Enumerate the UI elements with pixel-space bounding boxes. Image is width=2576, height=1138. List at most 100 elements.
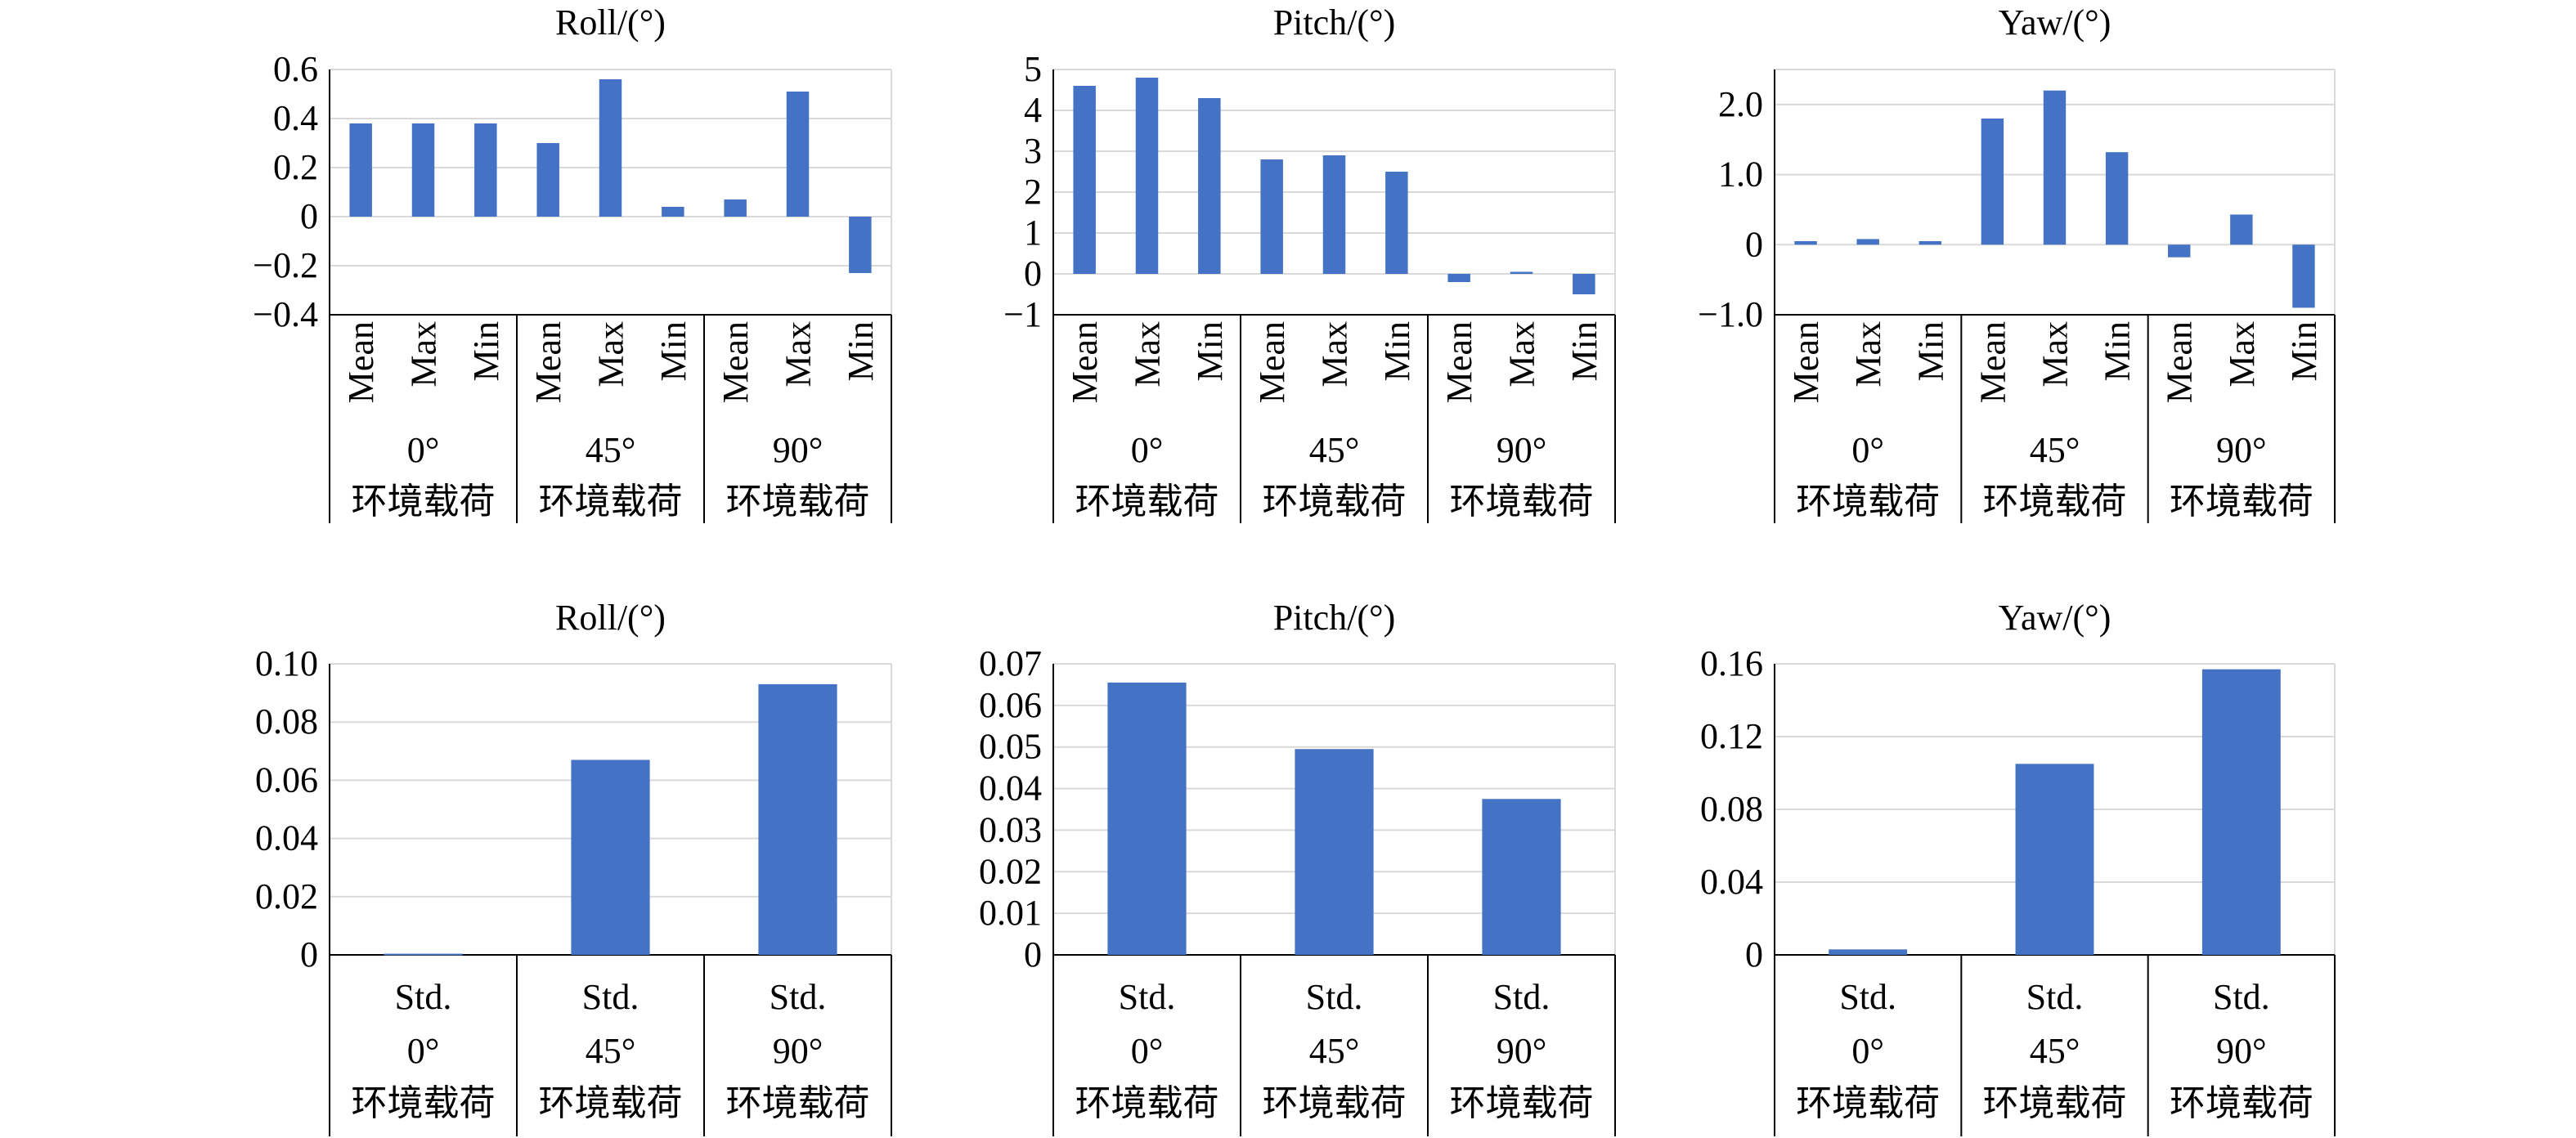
- bar: [1385, 172, 1408, 274]
- category-label: Min: [2098, 321, 2138, 381]
- category-label: Std.: [1306, 977, 1363, 1017]
- bar: [2168, 244, 2191, 258]
- group-label: 90°: [773, 430, 824, 470]
- group-sublabel: 环境载荷: [352, 482, 496, 522]
- category-label: Mean: [1252, 321, 1292, 403]
- group-sublabel: 环境载荷: [539, 1083, 683, 1123]
- category-label: Std.: [2026, 977, 2084, 1017]
- bar: [1260, 159, 1283, 274]
- chart-title: Yaw/(°): [1999, 2, 2112, 43]
- group-sublabel: 环境载荷: [1983, 482, 2127, 522]
- chart-panel-6: Yaw/(°) 0 0.04 0.08 0.12 0.16 Std. 0° 环境载荷 Std. 45…: [1700, 598, 2336, 1136]
- chart-title: Roll/(°): [555, 2, 666, 43]
- group-sublabel: 环境载荷: [1075, 482, 1219, 522]
- category-label: Max: [1315, 321, 1355, 388]
- group-label: 90°: [2216, 1031, 2267, 1071]
- group-label: 0°: [407, 1031, 440, 1071]
- group-sublabel: 环境载荷: [352, 1083, 496, 1123]
- group-label: 90°: [773, 1031, 824, 1071]
- category-label: Std.: [395, 977, 452, 1017]
- group-label: 90°: [2216, 430, 2267, 470]
- y-tick-label: 0.10: [255, 643, 318, 683]
- bar: [571, 759, 650, 955]
- group-label: 0°: [1851, 1031, 1884, 1071]
- y-tick-label: 0.03: [979, 809, 1042, 849]
- group-label: 45°: [586, 430, 636, 470]
- y-tick-label: 0.08: [1700, 789, 1763, 829]
- bar: [758, 683, 837, 955]
- group-sublabel: 环境载荷: [2170, 482, 2313, 522]
- category-label: Max: [2035, 321, 2076, 388]
- y-tick-label: 0.04: [979, 768, 1042, 809]
- bar: [2201, 669, 2281, 955]
- y-tick-label: −1.0: [1698, 294, 1763, 334]
- y-tick-label: 1.0: [1718, 155, 1763, 195]
- bar: [1829, 949, 1908, 955]
- group-label: 45°: [2030, 430, 2080, 470]
- group-sublabel: 环境载荷: [1796, 482, 1940, 522]
- y-tick-label: 0.06: [979, 685, 1042, 725]
- bar: [1981, 119, 2004, 245]
- y-tick-label: 0.6: [273, 49, 318, 89]
- category-label: Mean: [2160, 321, 2200, 403]
- bar: [1919, 241, 1941, 245]
- y-tick-label: 1: [1024, 213, 1042, 253]
- chart-panel-3: Yaw/(°) −1.0 0 1.0 2.0 Mean Max Min Mean Max Min Me…: [1698, 2, 2336, 523]
- group-label: 0°: [1131, 1031, 1164, 1071]
- bar: [1482, 799, 1561, 955]
- group-sublabel: 环境载荷: [1983, 1083, 2127, 1123]
- y-tick-label: 5: [1024, 49, 1042, 89]
- category-label: Std.: [1839, 977, 1896, 1017]
- group-sublabel: 环境载荷: [726, 1083, 870, 1123]
- y-tick-label: 0.04: [255, 818, 318, 858]
- chart-panel-1: Roll/(°) −0.4 −0.2 0 0.2 0.4 0.6 Mean Max Min Mean…: [253, 2, 892, 523]
- bar: [662, 207, 684, 217]
- y-tick-label: 0.16: [1700, 643, 1763, 683]
- y-tick-label: 0.4: [273, 98, 318, 138]
- y-tick-label: 0: [1024, 934, 1042, 974]
- y-tick-label: 2: [1024, 172, 1042, 212]
- bar: [1135, 78, 1159, 274]
- bar: [349, 123, 372, 217]
- category-label: Min: [1190, 321, 1230, 381]
- y-tick-label: 0.07: [979, 643, 1042, 683]
- bar: [1107, 682, 1187, 955]
- y-tick-label: 0.08: [255, 701, 318, 741]
- bar: [2043, 90, 2067, 245]
- y-tick-label: 3: [1024, 131, 1042, 171]
- group-sublabel: 环境载荷: [2170, 1083, 2313, 1123]
- category-label: Mean: [1786, 321, 1826, 403]
- category-label: Min: [1564, 321, 1604, 381]
- bar: [1447, 274, 1470, 282]
- category-label: Min: [841, 321, 881, 381]
- group-label: 0°: [1851, 430, 1884, 470]
- y-tick-label: 0: [1745, 224, 1763, 264]
- chart-title: Yaw/(°): [1999, 598, 2112, 638]
- group-label: 45°: [1309, 430, 1360, 470]
- group-sublabel: 环境载荷: [1263, 1083, 1407, 1123]
- y-tick-label: 0.02: [255, 876, 318, 916]
- group-label: 0°: [407, 430, 440, 470]
- group-label: 45°: [586, 1031, 636, 1071]
- category-label: Max: [591, 321, 631, 388]
- category-label: Mean: [1972, 321, 2013, 403]
- bar: [384, 953, 463, 956]
- y-tick-label: −0.2: [253, 245, 318, 285]
- bar: [599, 79, 622, 217]
- bar: [1856, 239, 1879, 245]
- bar: [1794, 241, 1817, 245]
- category-label: Mean: [1065, 321, 1105, 403]
- y-tick-label: 0.02: [979, 851, 1042, 891]
- chart-panel-5: Pitch/(°) 00.010.020.030.040.050.060.07 St…: [979, 598, 1616, 1136]
- bar: [474, 123, 497, 217]
- group-label: 90°: [1497, 430, 1547, 470]
- group-label: 45°: [1309, 1031, 1360, 1071]
- group-label: 0°: [1131, 430, 1164, 470]
- bar: [411, 123, 435, 217]
- y-tick-label: 0: [300, 934, 318, 974]
- chart-title: Pitch/(°): [1273, 2, 1396, 43]
- y-tick-label: 0.04: [1700, 862, 1763, 902]
- category-label: Min: [1377, 321, 1417, 381]
- y-tick-label: 0.06: [255, 759, 318, 800]
